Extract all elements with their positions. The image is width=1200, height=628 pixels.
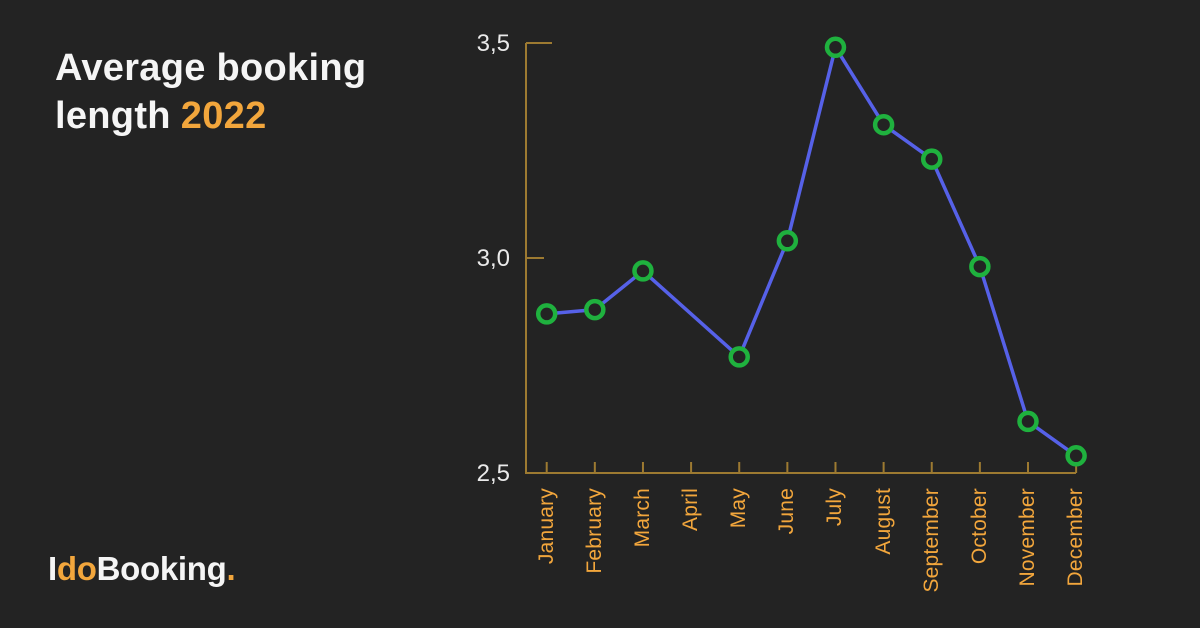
x-axis-label-june: June [775,488,799,535]
x-axis-label-may: May [727,488,751,529]
data-point-february [584,298,606,321]
title-line1: Average booking [55,47,367,89]
x-axis-label-august: August [871,488,895,555]
title-year: 2022 [180,95,267,137]
data-line [544,45,1078,458]
data-point-july [824,36,847,59]
x-axis-label-october: October [967,488,991,565]
logo-do: do [56,550,97,587]
y-axis-label: 3,5 [477,30,510,57]
page-title: Average booking length 2022 [55,44,366,140]
x-axis-label-april: April [679,488,703,532]
logo-booking: Booking [96,550,227,587]
x-axis-label-january: January [534,488,558,565]
y-axis-label: 2,5 [477,460,510,487]
x-axis-label-february: February [582,488,606,574]
x-axis-label-september: September [919,488,943,593]
data-point-november [1017,410,1039,433]
axis-spine [525,43,1076,474]
data-point-august [872,113,895,136]
data-point-september [920,148,943,170]
data-point-may [728,346,750,368]
brand-logo: IdoBooking. [48,550,236,588]
logo-dot: . [226,550,236,587]
data-point-june [776,230,799,252]
data-point-march [632,260,654,282]
x-axis-label-july: July [823,488,847,527]
x-axis-label-december: December [1064,488,1088,587]
title-line2-text: length [55,95,171,137]
y-axis-label: 3,0 [477,245,510,272]
data-point-december [1065,445,1087,467]
logo-letter-i: I [48,550,57,587]
x-axis-label-march: March [630,488,654,548]
data-point-january [535,303,558,325]
title-line2: length 2022 [55,92,366,140]
data-point-october [969,255,991,278]
x-axis-label-november: November [1016,488,1039,587]
